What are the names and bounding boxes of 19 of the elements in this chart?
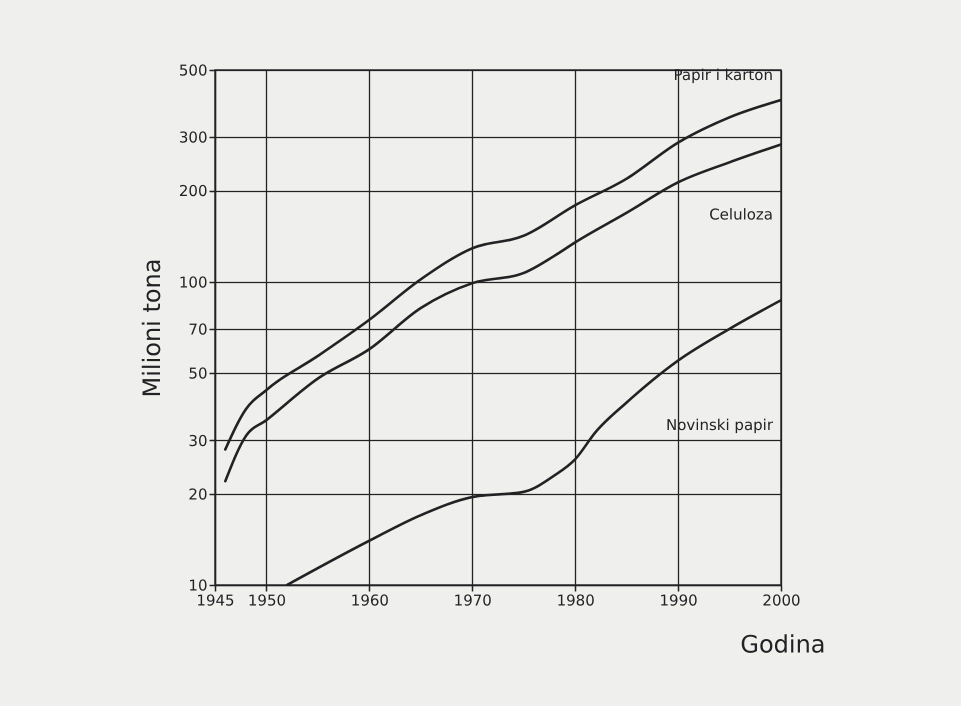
y-tick-label: 200 (178, 182, 208, 200)
x-tick-label: 1970 (454, 592, 492, 610)
x-axis-title: Godina (740, 630, 826, 658)
x-tick-label: 1945 (196, 592, 235, 610)
y-tick-label: 10 (188, 576, 208, 594)
x-tick-label: 2000 (762, 592, 801, 610)
y-axis-title: Milioni tona (138, 258, 166, 398)
text: Celuloza (709, 205, 773, 224)
y-tick-label: 70 (188, 320, 208, 338)
x-tick-label: 1960 (350, 592, 389, 610)
x-tick-label: 1980 (556, 592, 595, 610)
y-tick-label: 50 (188, 364, 208, 383)
y-tick-label: 30 (188, 432, 208, 450)
x-tick-label: 1950 (248, 592, 286, 610)
x-tick-label: 1990 (659, 592, 698, 610)
y-tick-label: 500 (178, 62, 208, 80)
y-tick-label: 20 (188, 485, 208, 504)
y-tick-label: 100 (178, 273, 208, 292)
y-tick-label: 300 (178, 128, 208, 147)
